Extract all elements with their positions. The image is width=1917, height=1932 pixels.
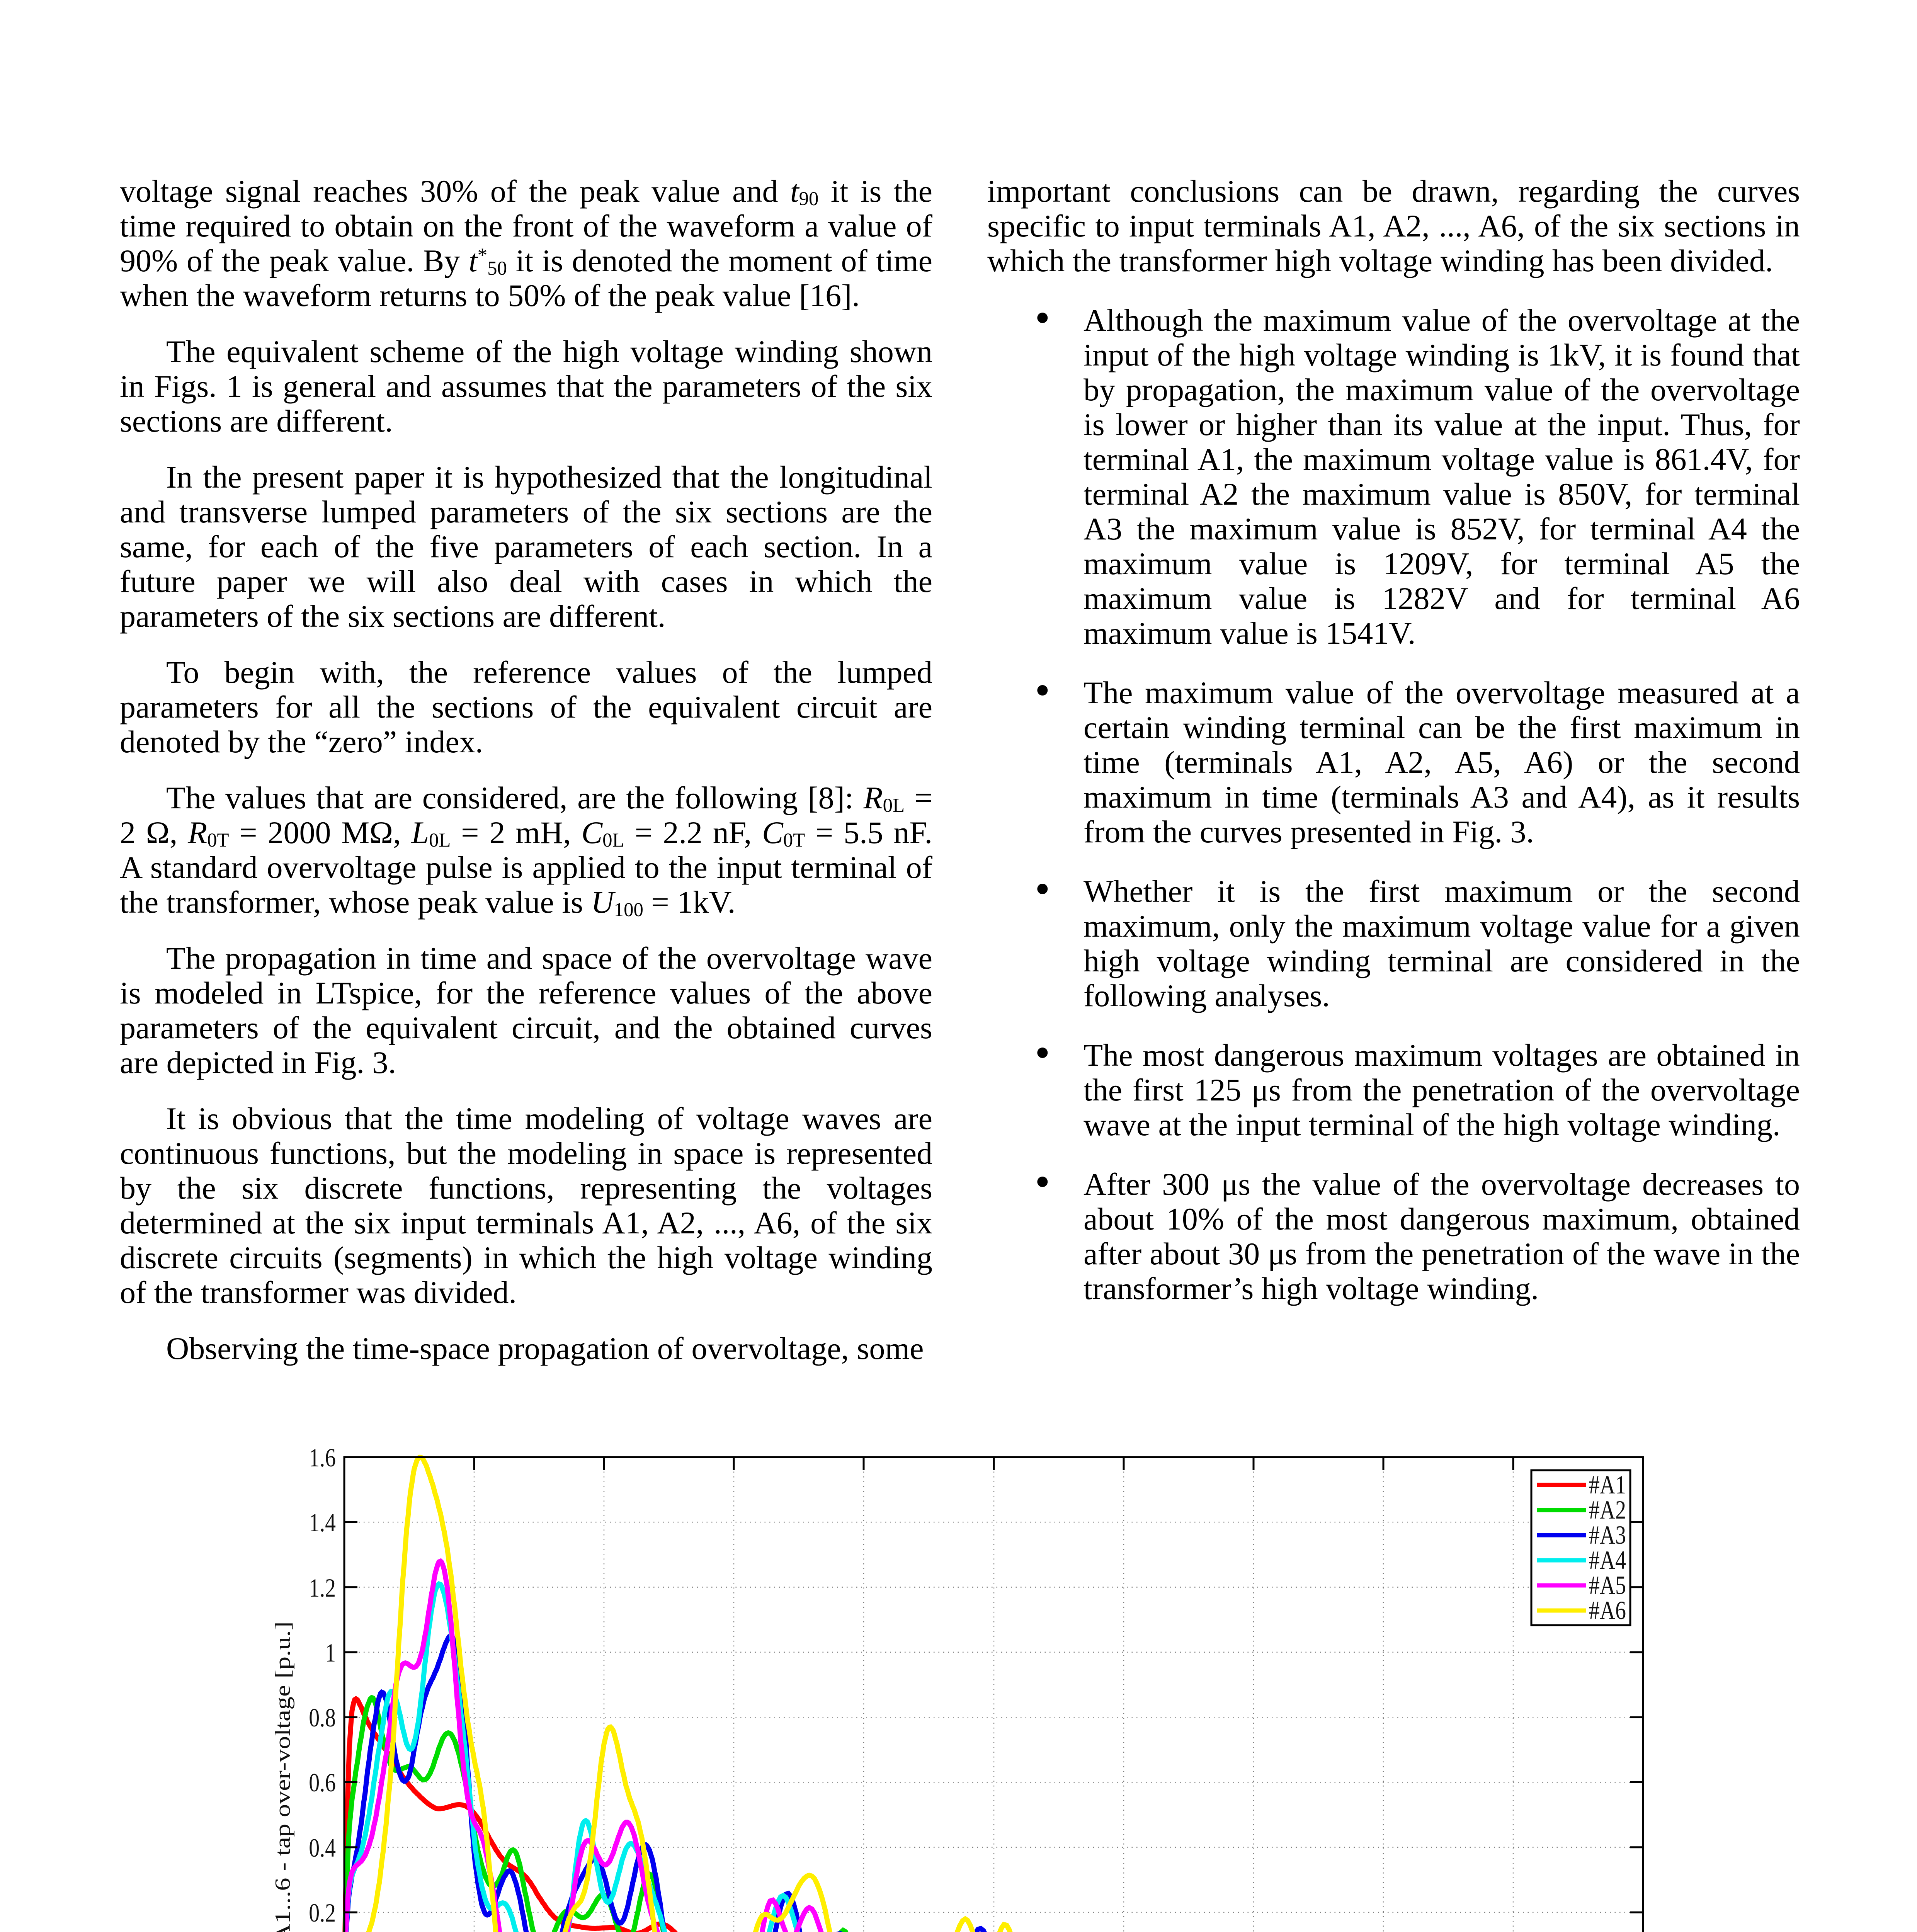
svg-text:1.2: 1.2 [309, 1574, 336, 1602]
svg-text:1.4: 1.4 [309, 1509, 336, 1537]
svg-text:#A6: #A6 [1589, 1596, 1626, 1625]
svg-text:#A3: #A3 [1589, 1521, 1626, 1549]
svg-text:0.2: 0.2 [309, 1899, 336, 1927]
svg-text:#A5: #A5 [1589, 1571, 1626, 1600]
svg-text:0.4: 0.4 [309, 1834, 336, 1862]
svg-text:0.6: 0.6 [309, 1769, 336, 1797]
svg-text:0.8: 0.8 [309, 1704, 336, 1732]
svg-text:1.6: 1.6 [309, 1444, 336, 1472]
svg-text:#A1...6 - tap over-voltage [p.: #A1...6 - tap over-voltage [p.u.] [271, 1621, 295, 1932]
svg-text:#A2: #A2 [1589, 1496, 1626, 1524]
svg-text:#A4: #A4 [1589, 1546, 1626, 1575]
svg-text:1: 1 [325, 1639, 336, 1667]
svg-text:#A1: #A1 [1589, 1471, 1626, 1499]
